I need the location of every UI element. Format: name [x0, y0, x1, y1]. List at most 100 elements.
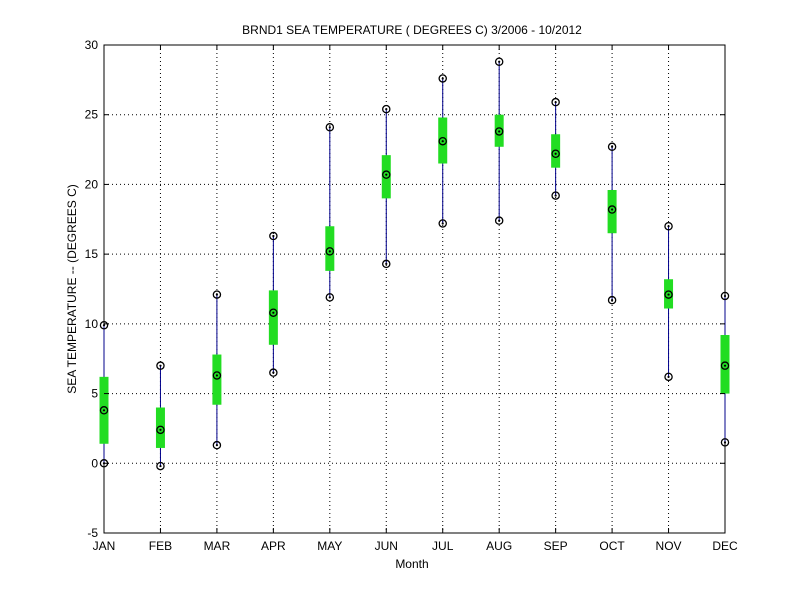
min-marker: [156, 461, 165, 471]
chart-title: BRND1 SEA TEMPERATURE ( DEGREES C) 3/200…: [242, 23, 582, 37]
median-marker-dot: [215, 374, 219, 377]
max-marker: [438, 74, 447, 83]
y-tick-label: 20: [85, 177, 99, 191]
median-marker: [212, 371, 222, 380]
median-marker: [325, 247, 335, 256]
y-tick-label: 0: [91, 456, 98, 470]
max-marker-dot: [159, 364, 162, 367]
max-marker: [156, 361, 165, 370]
min-marker: [551, 191, 560, 200]
min-marker-dot: [610, 299, 614, 302]
y-tick-label: 10: [85, 317, 99, 331]
min-marker-dot: [498, 219, 501, 222]
median-marker-dot: [272, 311, 275, 314]
month-box-apr: [268, 231, 278, 377]
month-box-nov: [664, 222, 674, 382]
max-marker: [325, 123, 335, 132]
plot-area-frame: [103, 44, 726, 534]
month-box-oct: [607, 142, 617, 305]
month-box-sep: [551, 97, 561, 200]
x-tick-label: OCT: [599, 539, 625, 553]
x-tick-label: NOV: [656, 539, 682, 553]
month-box-feb: [155, 361, 165, 471]
x-tick-label: DEC: [712, 539, 738, 553]
median-marker-dot: [723, 364, 727, 367]
ticks-layer: JAN FEB MAR APR MAY JUN JUL AUG SEP OCT NOV DEC -5 0 5…: [85, 38, 738, 553]
max-marker: [494, 57, 504, 66]
x-tick-label: AUG: [486, 539, 512, 553]
max-marker-dot: [328, 126, 331, 129]
axes-layer: [103, 44, 726, 534]
x-tick-label: MAY: [317, 539, 342, 553]
min-marker-dot: [667, 375, 670, 378]
median-marker: [156, 425, 165, 435]
max-marker-dot: [102, 324, 106, 327]
max-marker-dot: [667, 225, 670, 228]
median-marker: [494, 127, 504, 136]
median-marker-dot: [159, 428, 162, 431]
min-marker: [607, 295, 617, 305]
median-marker-dot: [554, 152, 557, 155]
min-marker: [212, 440, 222, 450]
min-marker-dot: [723, 441, 727, 444]
max-marker-dot: [610, 145, 614, 148]
max-marker: [607, 142, 617, 152]
max-marker-dot: [498, 60, 501, 63]
min-marker: [269, 368, 278, 377]
max-marker-dot: [272, 234, 275, 238]
min-marker: [325, 293, 335, 302]
x-tick-label: JUL: [432, 539, 454, 553]
y-tick-label: 15: [85, 247, 99, 261]
interquartile-box: [551, 134, 561, 168]
y-tick-label: -5: [87, 526, 98, 540]
x-tick-label: FEB: [149, 539, 172, 553]
y-tick-label: 25: [85, 108, 99, 122]
month-box-may: [325, 123, 335, 302]
min-marker: [720, 438, 730, 447]
max-marker: [720, 291, 730, 301]
y-tick-label: 30: [85, 38, 99, 52]
min-marker-dot: [441, 222, 444, 225]
interquartile-box: [381, 155, 391, 199]
max-marker: [269, 231, 278, 241]
max-marker: [212, 290, 222, 299]
interquartile-box: [607, 190, 617, 234]
min-marker-dot: [159, 464, 162, 468]
x-axis-label: Month: [395, 557, 428, 571]
max-marker: [551, 97, 560, 107]
min-marker-dot: [272, 371, 275, 374]
month-box-jul: [438, 74, 448, 228]
month-box-mar: [212, 290, 222, 450]
y-tick-label: 5: [91, 387, 98, 401]
x-tick-label: SEP: [544, 539, 568, 553]
median-marker: [720, 361, 730, 370]
median-marker-dot: [102, 409, 106, 412]
max-marker-dot: [554, 101, 557, 104]
max-marker-dot: [723, 294, 727, 298]
interquartile-box: [155, 407, 165, 448]
min-marker: [664, 372, 673, 382]
month-box-dec: [720, 291, 730, 447]
x-tick-label: JUN: [375, 539, 398, 553]
interquartile-box: [325, 226, 335, 271]
median-marker: [551, 149, 560, 159]
min-marker: [438, 219, 447, 228]
max-marker: [99, 321, 109, 330]
max-marker-dot: [385, 108, 388, 111]
interquartile-box: [720, 335, 730, 394]
median-marker: [269, 308, 278, 317]
min-marker-dot: [328, 296, 331, 299]
interquartile-box: [268, 290, 278, 345]
max-marker-dot: [441, 77, 444, 80]
x-tick-label: JAN: [93, 539, 116, 553]
median-marker-dot: [498, 130, 501, 133]
median-marker: [438, 136, 447, 146]
median-marker-dot: [667, 293, 670, 296]
median-marker: [99, 406, 109, 415]
min-marker-dot: [215, 444, 219, 447]
median-marker: [664, 290, 673, 299]
max-marker: [664, 222, 673, 231]
data-layer: [99, 57, 730, 471]
max-marker-dot: [215, 293, 219, 296]
